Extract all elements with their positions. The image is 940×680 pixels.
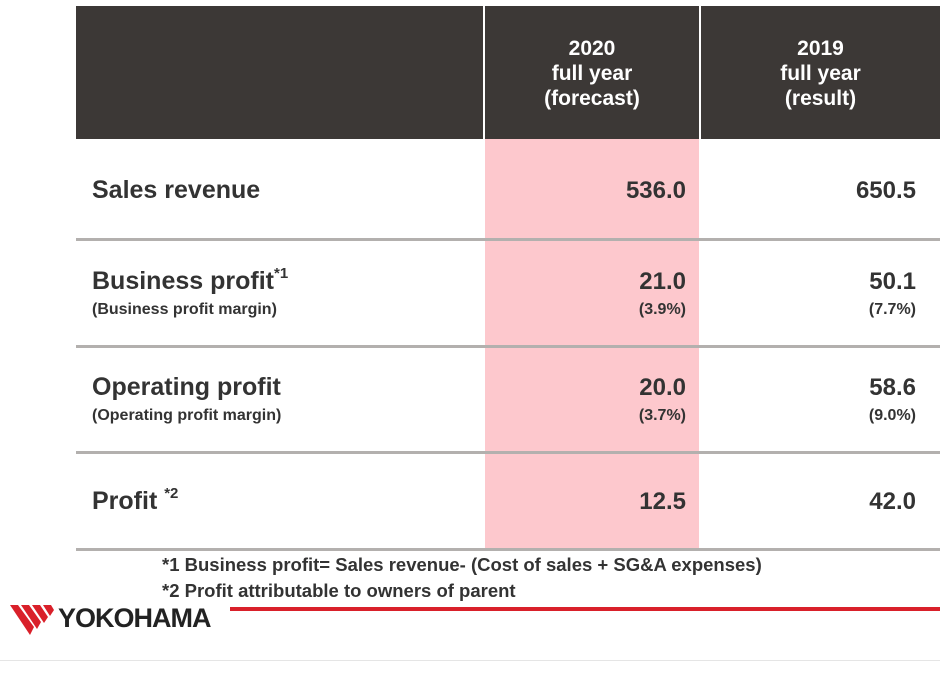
footnote-marker: *2 [164,485,179,502]
value-2020-profit: 12.5 [639,488,686,515]
table-header-blank [76,6,483,139]
row-divider [76,548,940,551]
brand-accent-line [230,607,940,611]
value-2020-operating-profit-margin: (3.7%) [638,407,686,424]
footnote-marker: *1 [273,265,289,282]
brand-name: YOKOHAMA [58,603,211,633]
header-2020-type: (forecast) [544,87,640,110]
header-2020-period: full year [551,62,633,85]
footnote-2: *2 Profit attributable to owners of pare… [162,580,516,601]
value-2019-profit: 42.0 [869,488,916,515]
row-label-text: Sales revenue [92,176,261,204]
value-2020-business-profit: 21.0 [639,268,686,295]
row-label-text: Profit [92,487,165,515]
value-2020-sales-revenue: 536.0 [625,177,686,204]
row-label-text: Operating profit [92,373,281,401]
row-label-operating-profit: Operating profit [92,373,281,402]
header-2019-year: 2019 [797,37,844,60]
row-label-text: Business profit [92,267,274,295]
footer-divider [0,660,940,661]
row-divider [76,451,940,454]
forecast-column-highlight [485,139,699,548]
row-sublabel-business-profit-margin: (Business profit margin) [92,301,277,318]
column-header-2020: 2020 full year (forecast) [485,6,699,139]
header-2019-type: (result) [784,87,857,110]
row-label-sales-revenue: Sales revenue [92,176,260,205]
header-2019-period: full year [780,62,861,85]
row-divider [76,238,940,241]
footnote-1: *1 Business profit= Sales revenue- (Cost… [162,554,762,575]
column-header-2019: 2019 full year (result) [701,6,940,139]
row-divider [76,345,940,348]
row-label-profit: Profit *2 [92,485,179,516]
yokohama-logo-icon [10,605,54,635]
value-2019-operating-profit: 58.6 [869,374,916,401]
row-sublabel-operating-profit-margin: (Operating profit margin) [92,407,282,424]
value-2020-business-profit-margin: (3.9%) [638,301,686,318]
value-2019-operating-profit-margin: (9.0%) [868,407,916,424]
row-label-business-profit: Business profit*1 [92,265,289,296]
value-2019-business-profit-margin: (7.7%) [868,301,916,318]
value-2020-operating-profit: 20.0 [639,374,686,401]
header-2020-year: 2020 [568,37,616,60]
value-2019-sales-revenue: 650.5 [855,177,916,204]
value-2019-business-profit: 50.1 [869,268,916,295]
